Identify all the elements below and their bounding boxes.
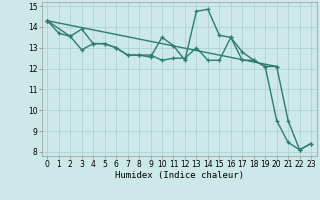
X-axis label: Humidex (Indice chaleur): Humidex (Indice chaleur) [115, 171, 244, 180]
